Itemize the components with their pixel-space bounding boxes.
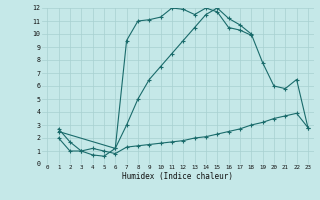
X-axis label: Humidex (Indice chaleur): Humidex (Indice chaleur) [122,172,233,181]
